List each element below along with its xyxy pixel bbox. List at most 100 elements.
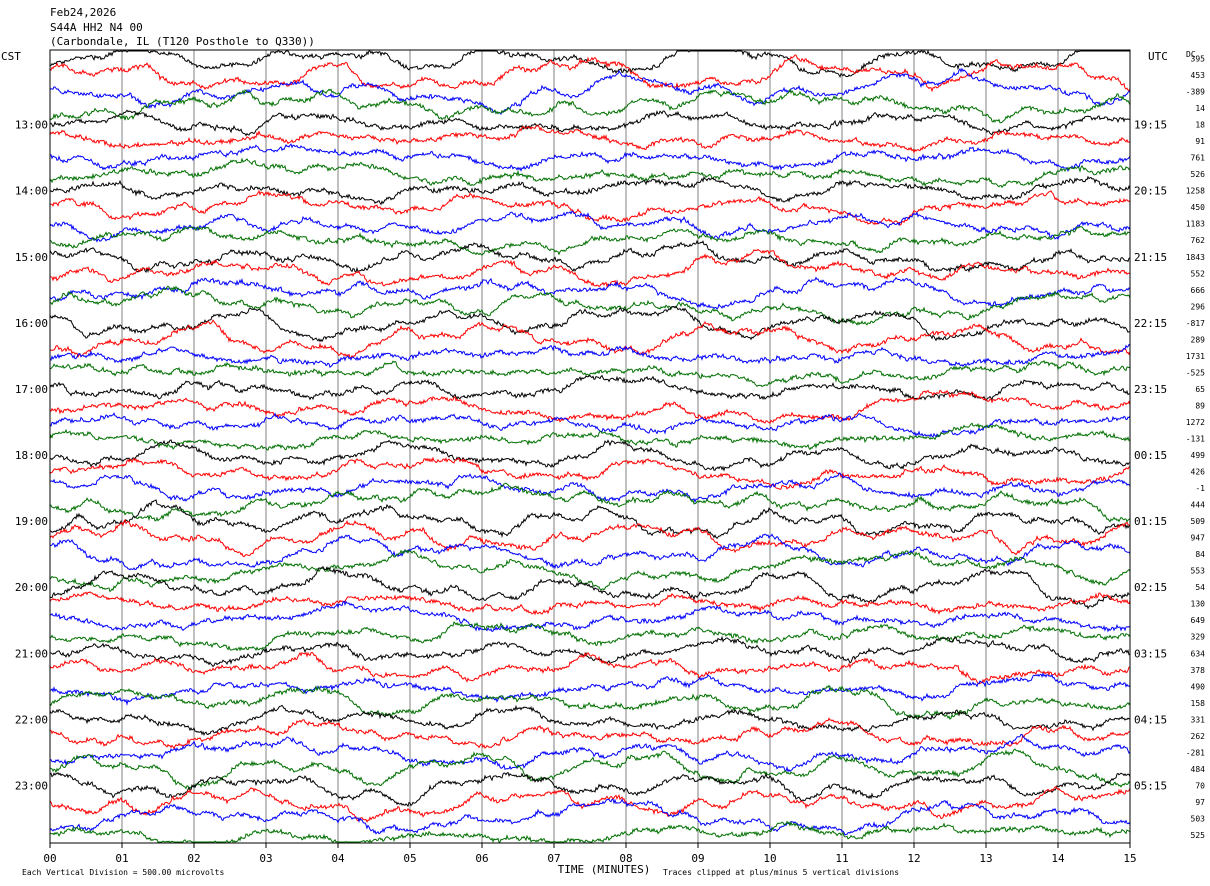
- cst-hour-label: 15:00: [15, 251, 48, 264]
- seismic-trace-1: [49, 49, 1130, 79]
- dc-offset-value: 426: [1191, 468, 1206, 477]
- seismic-trace-45: [49, 771, 1131, 808]
- cst-hour-label: 14:00: [15, 185, 48, 198]
- dc-offset-value: 526: [1191, 170, 1206, 179]
- seismic-trace-27: [49, 472, 1131, 504]
- seismic-trace-47: [49, 798, 1131, 836]
- x-tick-label: 08: [619, 852, 632, 865]
- dc-offset-value: 499: [1191, 451, 1206, 460]
- dc-offset-value: 395: [1191, 55, 1206, 64]
- utc-hour-label: 03:15: [1134, 647, 1167, 660]
- dc-offset-value: 91: [1195, 137, 1205, 146]
- dc-column-label: DC: [1186, 50, 1196, 59]
- x-tick-label: 07: [547, 852, 560, 865]
- cst-hour-label: 13:00: [15, 119, 48, 132]
- dc-offset-value: -817: [1186, 319, 1205, 328]
- utc-hour-label: 04:15: [1134, 713, 1167, 726]
- seismic-trace-35: [49, 600, 1131, 633]
- trace-group: [49, 49, 1131, 843]
- cst-hour-label: 22:00: [15, 713, 48, 726]
- x-tick-label: 11: [835, 852, 848, 865]
- dc-offset-value: 1272: [1186, 418, 1205, 427]
- seismic-trace-21: [49, 374, 1131, 402]
- seismic-trace-32: [49, 549, 1131, 593]
- dc-offset-value: 97: [1195, 798, 1205, 807]
- dc-offset-value: -389: [1186, 88, 1205, 97]
- seismic-trace-44: [49, 748, 1131, 790]
- dc-offset-value: -131: [1186, 434, 1205, 443]
- dc-offset-value: 450: [1191, 203, 1206, 212]
- dc-offset-value: 453: [1191, 71, 1206, 80]
- cst-hour-label: 19:00: [15, 515, 48, 528]
- seismic-trace-23: [49, 412, 1131, 438]
- dc-offset-value: 54: [1195, 583, 1205, 592]
- seismic-trace-5: [49, 109, 1131, 137]
- seismic-trace-10: [49, 189, 1131, 226]
- dc-offset-value: 761: [1191, 154, 1206, 163]
- seismic-trace-13: [49, 239, 1131, 274]
- seismic-trace-3: [49, 67, 1131, 116]
- dc-offset-value: 1183: [1186, 220, 1205, 229]
- dc-offset-value: 158: [1191, 699, 1206, 708]
- seismic-trace-34: [49, 591, 1131, 616]
- seismic-trace-14: [49, 248, 1131, 288]
- header-station: S44A HH2 N4 00: [50, 21, 143, 34]
- dc-offset-value: 552: [1191, 269, 1206, 278]
- dc-offset-value: -281: [1186, 748, 1205, 757]
- utc-hour-label: 01:15: [1134, 515, 1167, 528]
- dc-offset-value: 378: [1191, 666, 1206, 675]
- x-tick-label: 10: [763, 852, 776, 865]
- seismic-trace-25: [49, 439, 1131, 472]
- seismic-trace-39: [50, 672, 1131, 706]
- x-tick-label: 14: [1051, 852, 1065, 865]
- header-date: Feb24,2026: [50, 6, 116, 19]
- utc-hour-label: 02:15: [1134, 581, 1167, 594]
- x-tick-label: 02: [187, 852, 200, 865]
- seismic-trace-48: [49, 820, 1131, 843]
- seismic-trace-46: [49, 786, 1131, 823]
- seismic-trace-20: [49, 360, 1131, 388]
- seismic-trace-9: [49, 175, 1131, 206]
- seismic-trace-22: [49, 389, 1131, 425]
- cst-hour-label: 21:00: [15, 647, 48, 660]
- seismic-trace-42: [49, 717, 1131, 750]
- utc-hour-label: 21:15: [1134, 251, 1167, 264]
- x-tick-label: 12: [907, 852, 920, 865]
- x-tick-label: 03: [259, 852, 272, 865]
- dc-offset-value: 525: [1191, 831, 1206, 840]
- dc-offset-value: 947: [1191, 534, 1206, 543]
- dc-offset-value: 762: [1191, 236, 1206, 245]
- x-tick-label: 09: [691, 852, 704, 865]
- utc-hour-label: 20:15: [1134, 185, 1167, 198]
- plot-frame: [49, 49, 1131, 844]
- seismic-trace-28: [49, 482, 1131, 523]
- footer-clip-note: Traces clipped at plus/minus 5 vertical …: [663, 868, 899, 877]
- seismic-trace-41: [49, 704, 1131, 737]
- dc-offset-value: 444: [1191, 501, 1206, 510]
- seismic-trace-30: [49, 518, 1131, 558]
- dc-offset-value: 553: [1191, 567, 1206, 576]
- x-tick-label: 06: [475, 852, 488, 865]
- dc-offset-value: 289: [1191, 335, 1206, 344]
- dc-offset-value: -1: [1195, 484, 1205, 493]
- utc-hour-label: 22:15: [1134, 317, 1167, 330]
- dc-offset-value: 262: [1191, 732, 1206, 741]
- seismic-trace-16: [50, 285, 1131, 326]
- seismic-trace-33: [49, 565, 1131, 610]
- utc-hour-label: 00:15: [1134, 449, 1167, 462]
- cst-hour-label: 16:00: [15, 317, 48, 330]
- dc-offset-value: 329: [1191, 633, 1206, 642]
- dc-offset-value: -525: [1186, 368, 1205, 377]
- seismic-trace-31: [49, 533, 1131, 571]
- dc-offset-value: 130: [1191, 600, 1206, 609]
- dc-offset-value: 634: [1191, 649, 1206, 658]
- header-location: (Carbondale, IL (T120 Posthole to Q330)): [50, 35, 315, 48]
- left-timezone-label: CST: [1, 50, 21, 63]
- seismic-trace-36: [49, 621, 1131, 652]
- seismic-trace-6: [49, 124, 1131, 154]
- seismic-trace-24: [49, 422, 1131, 451]
- axis-labels: 00 01 02 03 04 05 06 07 08 09 10 11 12 13 14 15 13:00 19:…: [15, 55, 1205, 866]
- seismic-trace-18: [49, 319, 1131, 359]
- seismic-trace-29: [49, 499, 1131, 540]
- seismic-trace-40: [49, 684, 1131, 720]
